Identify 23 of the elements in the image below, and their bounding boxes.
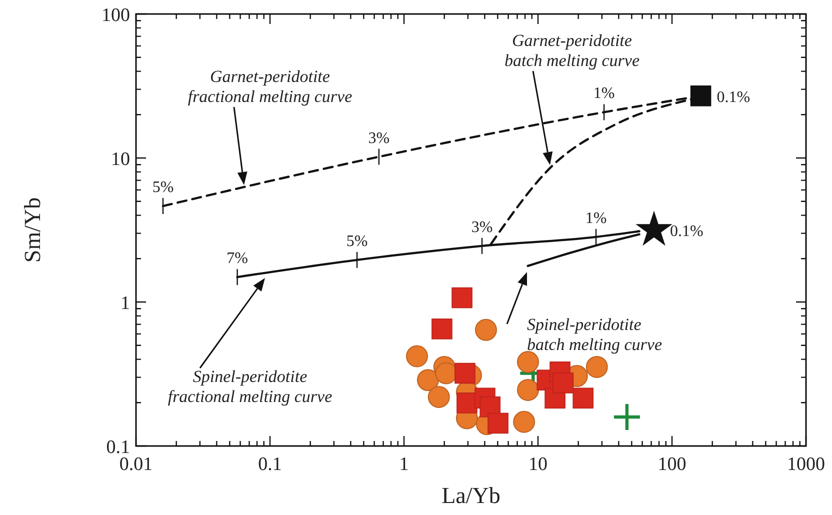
annotation: Garnet-peridotite batch melting curve [504,31,640,70]
annotation: 7% [226,250,248,268]
x-axis-title: La/Yb [442,483,500,508]
x-tick-label: 10 [528,454,548,475]
annotation: Spinel-peridotite batch melting curve [527,315,662,354]
annotation: Garnet-peridotite fractional melting curve [188,67,353,106]
y-axis-title: Sm/Yb [20,197,45,263]
annotation: 1% [593,85,615,102]
x-tick-label: 0.1 [258,454,282,475]
annotation: 1% [585,210,607,227]
annotation: 5% [152,179,174,196]
x-tick-label: 100 [658,454,686,475]
annotation: 5% [346,232,368,250]
annotation: 3% [471,218,493,236]
x-tick-label: 1 [399,454,409,475]
annotation: Spinel-peridotite fractional melting curve [168,367,333,406]
y-tick-label: 100 [102,5,130,26]
annotation: 0.1% [670,223,704,240]
y-tick-label: 10 [111,149,130,170]
annotation: 0.1% [716,88,750,106]
annotation: 3% [368,130,390,147]
x-tick-label: 1000 [787,454,825,475]
y-tick-label: 1 [120,293,130,314]
